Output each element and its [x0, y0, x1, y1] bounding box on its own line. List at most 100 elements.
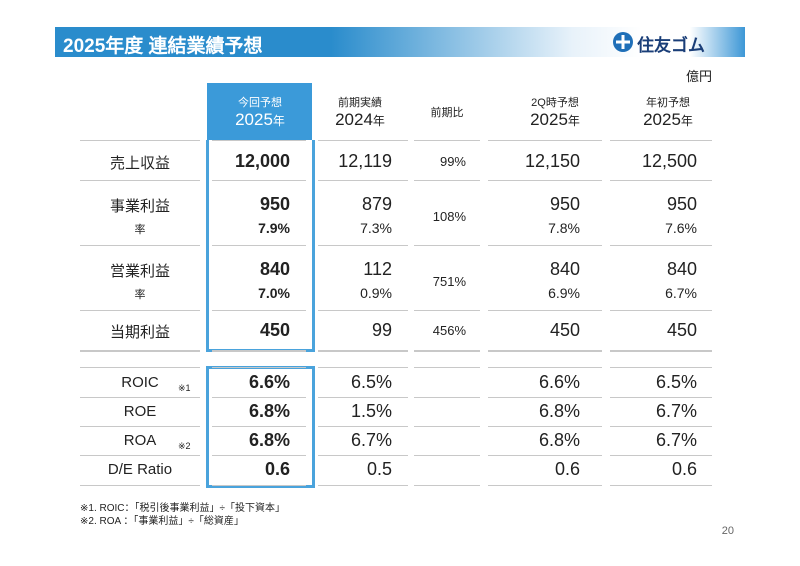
- cell: 950: [666, 194, 697, 215]
- rule: [414, 426, 480, 427]
- rule: [212, 350, 306, 352]
- logo-text: 住友ゴム: [637, 36, 705, 55]
- rule: [610, 180, 712, 181]
- rule: [80, 180, 200, 181]
- rule: [610, 397, 712, 398]
- row-note: ※2: [178, 441, 191, 451]
- row-label: 当期利益: [109, 324, 170, 341]
- column-year: 2025年: [618, 110, 718, 130]
- rule: [488, 310, 602, 311]
- rule: [80, 455, 200, 456]
- cell: 840: [549, 259, 580, 280]
- sub-label: 率: [134, 289, 146, 301]
- row-label: ROE: [123, 403, 157, 420]
- year: 2024: [335, 110, 373, 129]
- cell: 6.8%: [538, 401, 580, 422]
- rule: [212, 140, 306, 141]
- cell: 6.6%: [248, 372, 290, 393]
- column-year: 2025年: [505, 110, 605, 130]
- cell: 6.8%: [248, 401, 290, 422]
- page-number: 20: [721, 525, 734, 537]
- cell: 12,500: [641, 151, 697, 172]
- rule: [488, 180, 602, 181]
- year: 2025: [530, 110, 568, 129]
- row-label: D/E Ratio: [107, 461, 173, 478]
- cell: 0.5: [366, 459, 392, 480]
- rule: [318, 245, 408, 246]
- rule: [80, 485, 200, 486]
- footnote: ※2. ROA ：「事業利益」÷「総資産」: [80, 516, 244, 527]
- rule: [610, 140, 712, 141]
- rule: [80, 367, 200, 368]
- rule: [212, 245, 306, 246]
- rule: [414, 310, 480, 311]
- row-note: ※1: [178, 383, 191, 393]
- year-suffix: 年: [567, 114, 580, 128]
- rule: [318, 367, 408, 368]
- cell: 1.5%: [350, 401, 392, 422]
- sub-cell: 7.0%: [258, 284, 290, 301]
- rule: [610, 245, 712, 246]
- cell: 0.6: [554, 459, 580, 480]
- cell: 456%: [432, 323, 466, 339]
- rule: [212, 180, 306, 181]
- cell: 99: [371, 320, 392, 341]
- row-label: 営業利益: [109, 263, 170, 280]
- column-label: 前期実績: [338, 97, 382, 109]
- rule: [610, 367, 712, 368]
- rule: [80, 350, 200, 352]
- rule: [488, 485, 602, 486]
- rule: [488, 426, 602, 427]
- unit: 億円: [685, 69, 712, 84]
- cell: 12,150: [524, 151, 580, 172]
- rule: [318, 180, 408, 181]
- cell: 450: [549, 320, 580, 341]
- rule: [212, 367, 306, 368]
- rule: [318, 455, 408, 456]
- rule: [488, 455, 602, 456]
- rule: [488, 350, 602, 352]
- cell: 12,000: [234, 151, 290, 172]
- rule: [318, 350, 408, 352]
- cell: 450: [259, 320, 290, 341]
- cell: 6.7%: [655, 401, 697, 422]
- rule: [212, 426, 306, 427]
- cell: 108%: [432, 208, 466, 224]
- cell: 0.6: [264, 459, 290, 480]
- rule: [488, 140, 602, 141]
- cell: 950: [549, 194, 580, 215]
- rule: [414, 245, 480, 246]
- column-year: 2025年: [210, 110, 310, 130]
- rule: [318, 397, 408, 398]
- rule: [488, 245, 602, 246]
- cell: 751%: [432, 273, 466, 289]
- title: 2025年度 連結業績予想: [63, 36, 263, 57]
- footnote: ※1. ROIC：「税引後事業利益」÷「投下資本」: [80, 503, 285, 514]
- cell: 6.5%: [655, 372, 697, 393]
- sub-cell: 0.9%: [360, 284, 392, 301]
- rule: [80, 140, 200, 141]
- rule: [414, 455, 480, 456]
- rule: [318, 310, 408, 311]
- rule: [80, 245, 200, 246]
- row-label: 売上収益: [109, 155, 170, 172]
- cell: 6.7%: [350, 430, 392, 451]
- rule: [318, 485, 408, 486]
- year: 2025: [235, 110, 273, 129]
- row-label: 事業利益: [109, 198, 170, 215]
- column-label: 2Q時予想: [531, 97, 579, 109]
- sub-cell: 6.7%: [665, 284, 697, 301]
- year-suffix: 年: [680, 114, 693, 128]
- cell: 12,119: [338, 151, 392, 172]
- rule: [414, 140, 480, 141]
- rule: [610, 310, 712, 311]
- rule: [212, 485, 306, 486]
- column-label: 前期比: [430, 107, 464, 119]
- rule: [212, 455, 306, 456]
- cell: 879: [361, 194, 392, 215]
- logo-icon: [613, 32, 633, 52]
- year-suffix: 年: [272, 114, 285, 128]
- cell: 6.6%: [538, 372, 580, 393]
- row-label: ROA: [123, 432, 157, 449]
